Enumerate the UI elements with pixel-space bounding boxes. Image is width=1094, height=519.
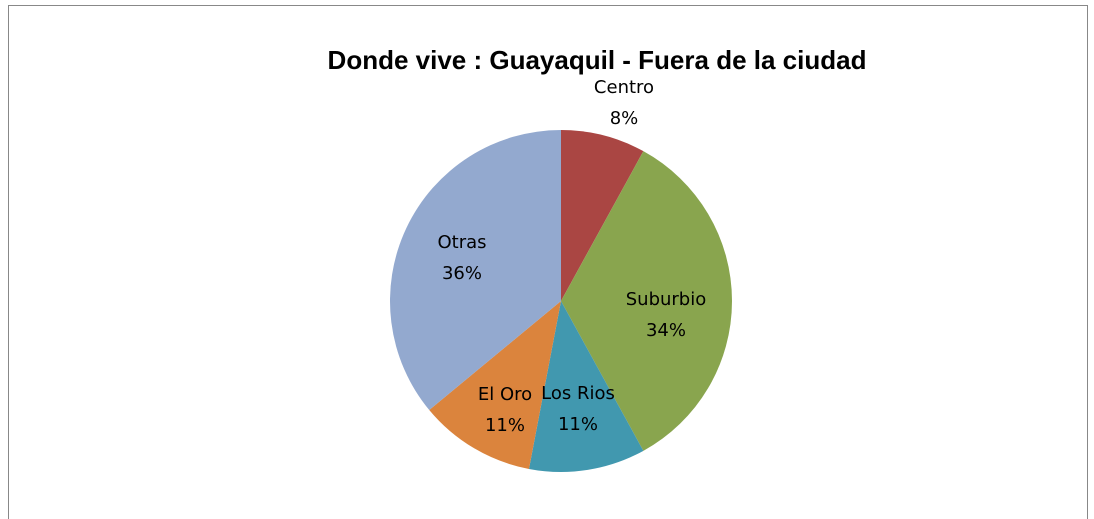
slice-category-label: Centro bbox=[594, 77, 654, 98]
slice-value-label: 8% bbox=[610, 108, 639, 129]
pie-slice bbox=[429, 301, 561, 469]
chart-title: Donde vive : Guayaquil - Fuera de la ciu… bbox=[328, 45, 867, 75]
slice-value-label: 11% bbox=[485, 415, 525, 436]
pie-slice bbox=[561, 130, 644, 301]
slice-category-label: Los Rios bbox=[541, 383, 615, 404]
pie-slice bbox=[561, 151, 732, 451]
slice-category-label: El Oro bbox=[478, 384, 532, 405]
slice-category-label: Otras bbox=[437, 232, 486, 253]
pie-slice bbox=[528, 301, 644, 472]
slice-value-label: 34% bbox=[646, 320, 686, 341]
slice-value-label: 36% bbox=[442, 263, 482, 284]
pie-slice bbox=[390, 130, 561, 410]
slice-category-label: Suburbio bbox=[626, 289, 707, 310]
slice-value-label: 11% bbox=[558, 414, 598, 435]
